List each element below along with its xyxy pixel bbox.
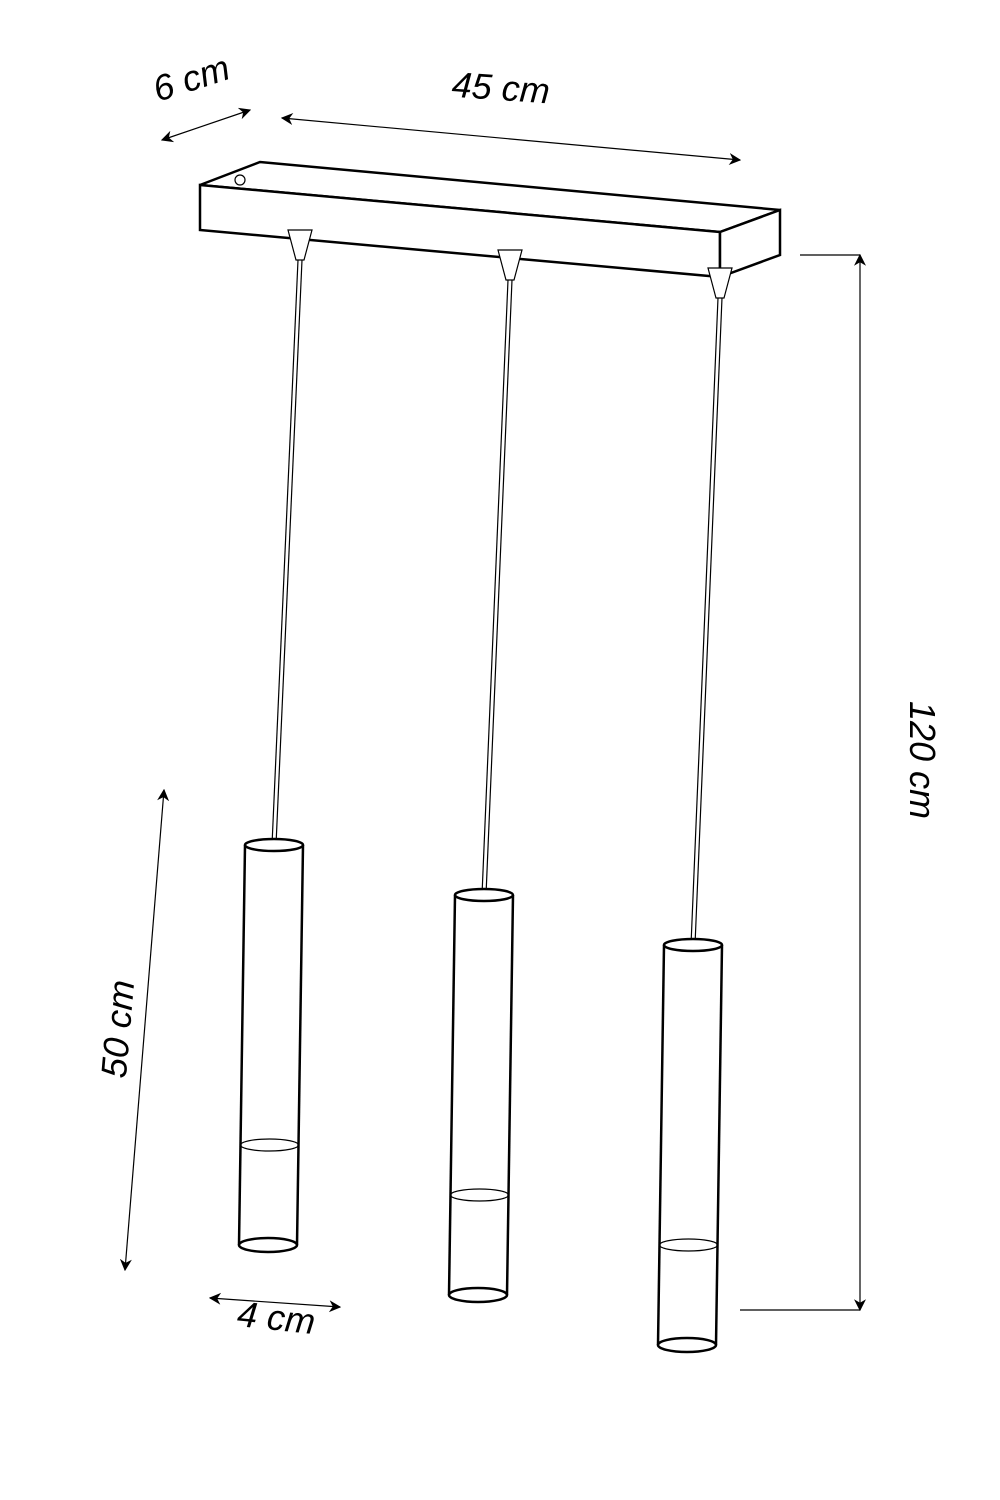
- tube-bottom: [239, 1238, 297, 1252]
- pendant-cable: [691, 298, 718, 945]
- tube-side: [449, 895, 455, 1295]
- tube-top: [455, 889, 513, 901]
- pendant-cable: [486, 280, 512, 895]
- tube-side: [239, 845, 245, 1245]
- dim-arrow-width: [282, 118, 740, 160]
- pendant-cable: [272, 260, 298, 845]
- tube-side: [507, 895, 513, 1295]
- tube-glass-divider: [241, 1139, 299, 1151]
- pendant-cable: [482, 280, 508, 895]
- pendant-cap: [498, 250, 522, 280]
- pendant-cable: [276, 260, 302, 845]
- tube-top: [664, 939, 722, 951]
- tube-top: [245, 839, 303, 851]
- tube-side: [716, 945, 722, 1345]
- tube-glass-divider: [451, 1189, 509, 1201]
- tube-side: [658, 945, 664, 1345]
- dim-label-diameter: 4 cm: [235, 1293, 317, 1342]
- dim-label-width: 45 cm: [451, 64, 552, 112]
- dim-label-tube: 50 cm: [93, 978, 142, 1079]
- pendant-cap: [708, 268, 732, 298]
- pendant-3: [658, 268, 732, 1352]
- product-outline: [200, 162, 780, 1352]
- dim-arrow-depth: [162, 110, 250, 140]
- tube-bottom: [658, 1338, 716, 1352]
- pendant-cable: [695, 298, 722, 945]
- dim-label-depth: 6 cm: [148, 47, 235, 110]
- pendant-2: [449, 250, 522, 1302]
- tube-glass-divider: [660, 1239, 718, 1251]
- tube-bottom: [449, 1288, 507, 1302]
- pendant-1: [239, 230, 312, 1252]
- dim-label-height: 120 cm: [902, 701, 943, 819]
- pendant-cap: [288, 230, 312, 260]
- tube-side: [297, 845, 303, 1245]
- technical-drawing: 6 cm 45 cm 120 cm 50 cm 4 cm: [0, 0, 1000, 1500]
